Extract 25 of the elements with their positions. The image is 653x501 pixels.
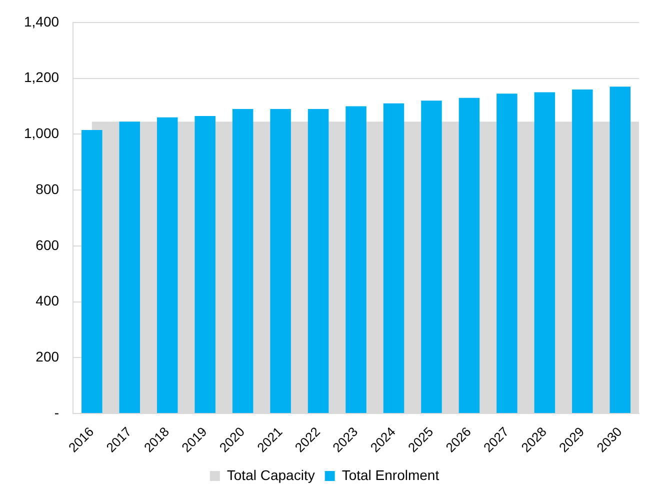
legend-label: Total Enrolment [342,466,440,483]
bar [156,117,178,414]
y-tick-label: 1,200 [24,69,60,86]
y-tick-label: 800 [36,180,60,197]
y-tick-label: 1,000 [24,125,60,142]
bar [270,109,291,414]
bar [119,122,140,414]
bar [458,98,480,414]
legend-label: Total Capacity [226,466,315,483]
y-tick-label: 200 [36,348,60,365]
bar [496,94,518,414]
y-tick-label: 400 [36,292,60,309]
bar [572,89,593,414]
bar [534,92,556,414]
y-tick-label: - [54,404,60,420]
bar [383,103,404,414]
bar [421,100,442,414]
bar [232,109,254,414]
bar [610,86,631,414]
bar [194,116,216,414]
bar [82,130,102,414]
y-tick-label: 600 [36,236,60,253]
bar [346,106,366,414]
bar [308,109,329,414]
y-tick-label: 1,400 [24,13,60,30]
